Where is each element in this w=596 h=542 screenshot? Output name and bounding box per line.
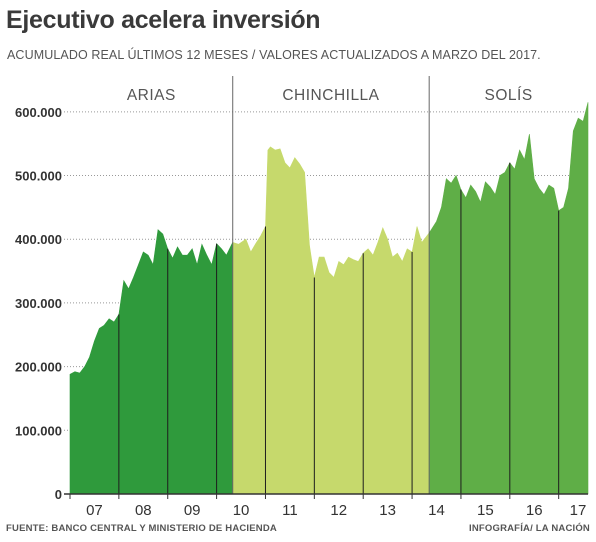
x-tick-label: 17 [570,502,587,519]
x-tick-label: 13 [379,502,396,519]
x-tick-label: 15 [477,502,494,519]
chart-title: Ejecutivo acelera inversión [6,6,321,34]
chart-subtitle: ACUMULADO REAL ÚLTIMOS 12 MESES / VALORE… [7,48,541,62]
y-tick-label: 500.000 [15,169,62,184]
x-tick-label: 10 [233,502,250,519]
y-tick-label: 400.000 [15,232,62,247]
y-tick-label: 200.000 [15,360,62,375]
x-tick-label: 14 [428,502,445,519]
x-tick-label: 08 [135,502,152,519]
area-chinchilla [232,146,430,495]
y-tick-label: 0 [55,487,62,502]
period-label: CHINCHILLA [282,87,379,104]
period-label: ARIAS [127,87,176,104]
y-tick-label: 300.000 [15,296,62,311]
x-tick-label: 07 [86,502,103,519]
x-tick-label: 11 [282,502,298,519]
x-tick-label: 16 [526,502,543,519]
x-tick-label: 12 [330,502,347,519]
area-arias [69,229,234,495]
source-note: FUENTE: BANCO CENTRAL Y MINISTERIO DE HA… [6,523,277,534]
y-tick-label: 100.000 [15,423,62,438]
credit-note: INFOGRAFÍA/ LA NACIÓN [468,523,590,534]
y-tick-label: 600.000 [15,105,62,120]
period-label: SOLÍS [485,87,533,104]
x-tick-label: 09 [184,502,201,519]
area-solís [428,102,589,495]
